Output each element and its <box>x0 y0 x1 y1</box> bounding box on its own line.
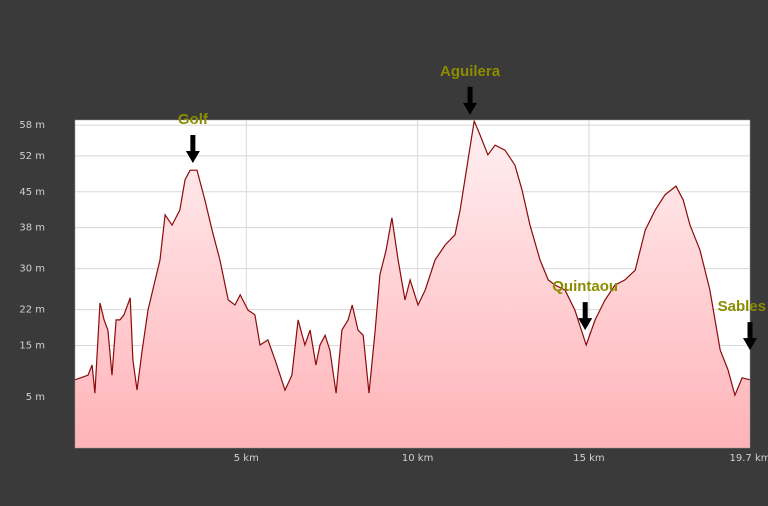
x-tick-label: 10 km <box>402 453 433 464</box>
x-tick-label: 5 km <box>234 453 259 464</box>
y-tick-label: 58 m <box>19 120 45 131</box>
annotation-label: Quintaou <box>552 278 618 295</box>
y-tick-label: 45 m <box>19 187 45 198</box>
y-tick-label: 22 m <box>19 305 45 316</box>
y-tick-label: 5 m <box>26 392 45 403</box>
x-tick-label: 15 km <box>573 453 604 464</box>
annotation-arrow <box>185 135 200 164</box>
y-tick-label: 52 m <box>19 151 45 162</box>
annotation-arrow <box>743 322 757 351</box>
annotation-arrow <box>463 86 478 115</box>
y-tick-label: 15 m <box>19 341 45 352</box>
x-tick-label: 19.7 km <box>730 453 768 464</box>
y-tick-label: 38 m <box>19 223 45 234</box>
annotation-label: Aguilera <box>440 63 501 80</box>
annotation-label: Golf <box>178 111 209 128</box>
profile-line <box>74 118 751 398</box>
plot-border <box>74 119 751 449</box>
annotation-label: Sables <box>718 298 766 315</box>
y-tick-label: 30 m <box>19 264 45 275</box>
annotation-arrow <box>578 302 593 331</box>
area-fill <box>75 121 750 448</box>
